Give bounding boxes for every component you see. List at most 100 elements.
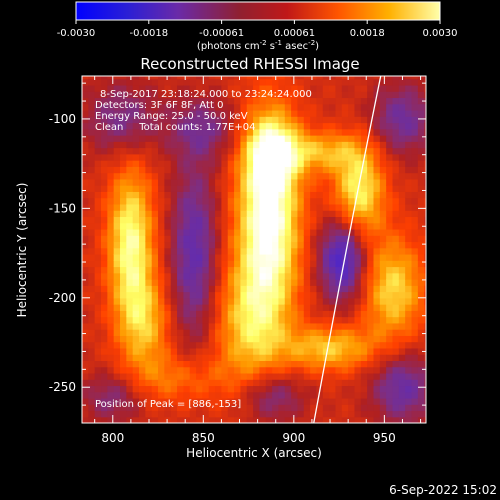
heatmap-pixel <box>329 91 337 99</box>
heatmap-pixel <box>405 322 413 330</box>
heatmap-pixel <box>246 247 254 255</box>
heatmap-pixel <box>322 76 330 80</box>
heatmap-pixel <box>253 404 261 412</box>
heatmap-pixel <box>107 335 115 343</box>
heatmap-pixel <box>202 84 210 92</box>
heatmap-pixel <box>310 385 318 393</box>
heatmap-pixel <box>386 185 394 192</box>
heatmap-pixel <box>386 260 394 268</box>
heatmap-pixel <box>272 410 280 418</box>
heatmap-pixel <box>120 335 127 343</box>
heatmap-pixel <box>398 404 406 412</box>
heatmap-pixel <box>164 216 172 224</box>
heatmap-pixel <box>221 260 229 268</box>
heatmap-pixel <box>253 135 261 142</box>
heatmap-pixel <box>348 310 356 318</box>
heatmap-pixel <box>202 253 210 261</box>
heatmap-pixel <box>183 253 191 261</box>
heatmap-pixel <box>411 316 419 324</box>
heatmap-pixel <box>88 222 96 230</box>
heatmap-pixel <box>417 404 425 412</box>
heatmap-pixel <box>240 291 248 299</box>
heatmap-pixel <box>259 266 267 274</box>
heatmap-pixel <box>278 416 286 423</box>
heatmap-pixel <box>373 360 381 368</box>
heatmap-pixel <box>164 153 172 161</box>
heatmap-pixel <box>113 297 121 305</box>
heatmap-pixel <box>151 385 159 393</box>
heatmap-pixel <box>177 160 184 167</box>
heatmap-pixel <box>164 322 172 330</box>
heatmap-pixel <box>189 228 197 236</box>
heatmap-pixel <box>183 404 191 412</box>
heatmap-pixel <box>183 172 191 180</box>
heatmap-pixel <box>259 304 267 311</box>
heatmap-pixel <box>221 84 229 92</box>
heatmap-pixel <box>234 191 242 199</box>
heatmap-pixel <box>278 210 286 218</box>
heatmap-pixel <box>202 222 210 230</box>
heatmap-pixel <box>253 297 261 305</box>
heatmap-pixel <box>398 304 406 311</box>
heatmap-pixel <box>265 78 273 86</box>
heatmap-pixel <box>183 397 191 405</box>
heatmap-pixel <box>177 203 184 211</box>
heatmap-pixel <box>120 360 127 368</box>
heatmap-pixel <box>329 103 337 111</box>
heatmap-pixel <box>139 285 146 293</box>
heatmap-pixel <box>202 304 210 311</box>
heatmap-pixel <box>379 272 387 280</box>
heatmap-pixel <box>367 103 375 111</box>
heatmap-pixel <box>215 329 223 336</box>
heatmap-pixel <box>341 316 349 324</box>
heatmap-pixel <box>379 410 387 418</box>
heatmap-pixel <box>424 103 426 111</box>
heatmap-pixel <box>189 141 197 149</box>
heatmap-pixel <box>113 76 121 80</box>
heatmap-pixel <box>341 210 349 218</box>
heatmap-pixel <box>183 228 191 236</box>
heatmap-pixel <box>405 147 413 155</box>
heatmap-pixel <box>183 141 191 149</box>
heatmap-pixel <box>411 260 419 268</box>
heatmap-pixel <box>234 203 242 211</box>
heatmap-pixel <box>310 260 318 268</box>
heatmap-pixel <box>354 191 362 199</box>
heatmap-pixel <box>322 116 330 124</box>
heatmap-pixel <box>329 341 337 349</box>
heatmap-pixel <box>189 372 197 380</box>
heatmap-pixel <box>202 109 210 117</box>
heatmap-pixel <box>322 103 330 111</box>
heatmap-pixel <box>360 122 368 130</box>
heatmap-pixel <box>411 291 419 299</box>
heatmap-pixel <box>227 316 235 324</box>
heatmap-pixel <box>424 153 426 161</box>
heatmap-pixel <box>272 304 280 311</box>
heatmap-pixel <box>424 84 426 92</box>
heatmap-pixel <box>107 372 115 380</box>
heatmap-pixel <box>126 372 134 380</box>
heatmap-pixel <box>379 203 387 211</box>
heatmap-pixel <box>322 153 330 161</box>
heatmap-pixel <box>417 310 425 318</box>
heatmap-pixel <box>291 354 299 361</box>
heatmap-pixel <box>120 366 127 374</box>
heatmap-pixel <box>202 385 210 393</box>
heatmap-pixel <box>246 228 254 236</box>
heatmap-pixel <box>411 78 419 86</box>
heatmap-pixel <box>221 404 229 412</box>
heatmap-pixel <box>101 272 108 280</box>
heatmap-pixel <box>335 416 343 423</box>
heatmap-pixel <box>392 128 400 136</box>
heatmap-pixel <box>392 329 400 336</box>
heatmap-pixel <box>158 109 165 117</box>
heatmap-pixel <box>158 266 165 274</box>
heatmap-pixel <box>120 291 127 299</box>
heatmap-pixel <box>367 260 375 268</box>
heatmap-pixel <box>291 366 299 374</box>
heatmap-pixel <box>139 128 146 136</box>
heatmap-pixel <box>94 404 102 412</box>
heatmap-pixel <box>265 416 273 423</box>
heatmap-pixel <box>303 266 311 274</box>
heatmap-pixel <box>348 385 356 393</box>
